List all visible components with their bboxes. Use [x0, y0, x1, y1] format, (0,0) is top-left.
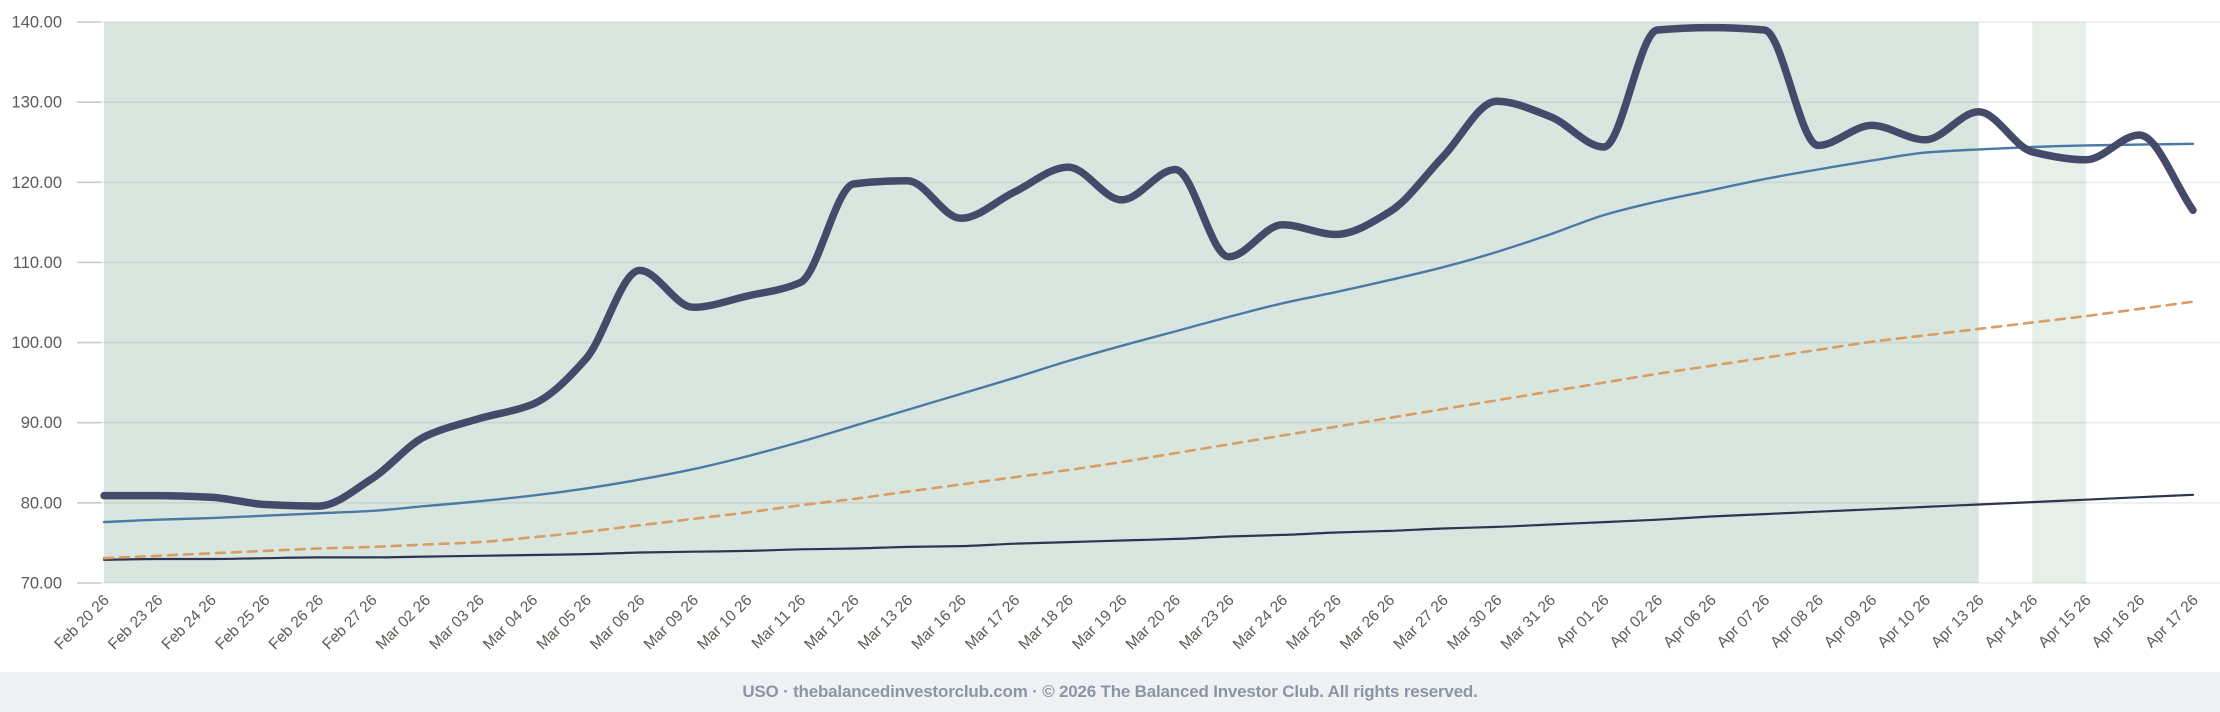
series-trend-line [102, 142, 2195, 524]
x-axis-label: Apr 16 26 [2089, 592, 2149, 652]
x-axis-label: Mar 13 26 [855, 592, 916, 653]
footer-text: USO · thebalancedinvestorclub.com · © 20… [742, 682, 1478, 701]
highlight-band [104, 22, 1979, 583]
x-axis-label: Apr 13 26 [1928, 592, 1988, 652]
x-axis-label: Mar 10 26 [694, 592, 755, 653]
x-axis-label: Mar 24 26 [1230, 592, 1291, 653]
x-axis-label: Feb 26 26 [266, 592, 327, 653]
x-axis-label: Mar 09 26 [641, 592, 702, 653]
x-axis-label: Mar 04 26 [480, 592, 541, 653]
x-axis-label: Mar 20 26 [1123, 592, 1184, 653]
x-axis-label: Apr 06 26 [1660, 592, 1720, 652]
x-axis-label: Feb 27 26 [319, 592, 380, 653]
series-dashed-projection [102, 300, 2195, 560]
x-axis-label: Mar 25 26 [1283, 592, 1344, 653]
y-axis-label: 90.00 [21, 414, 62, 432]
x-axis-label: Mar 05 26 [534, 592, 595, 653]
series-price-main [100, 23, 2197, 510]
x-axis-label: Mar 16 26 [908, 592, 969, 653]
y-axis-label: 100.00 [12, 334, 62, 352]
x-axis-label: Apr 08 26 [1767, 592, 1827, 652]
y-axis-label: 80.00 [21, 494, 62, 512]
x-axis-label: Mar 12 26 [801, 592, 862, 653]
x-axis-label: Apr 01 26 [1553, 592, 1613, 652]
x-axis-label: Mar 31 26 [1498, 592, 1559, 653]
y-axis-label: 130.00 [12, 94, 62, 112]
y-axis-label: 120.00 [12, 174, 62, 192]
x-axis-label: Mar 06 26 [587, 592, 648, 653]
x-axis-label: Apr 10 26 [1874, 592, 1934, 652]
x-axis-label: Apr 07 26 [1714, 592, 1774, 652]
x-axis-label: Feb 24 26 [159, 592, 220, 653]
x-axis-label: Mar 23 26 [1176, 592, 1237, 653]
y-axis-label: 70.00 [21, 575, 62, 593]
x-axis-label: Mar 26 26 [1337, 592, 1398, 653]
x-axis-label: Apr 09 26 [1821, 592, 1881, 652]
x-axis-label: Apr 15 26 [2035, 592, 2095, 652]
highlight-band [2032, 22, 2086, 583]
x-axis-label: Apr 17 26 [2142, 592, 2202, 652]
x-axis-label: Mar 02 26 [373, 592, 434, 653]
x-axis-label: Feb 25 26 [212, 592, 273, 653]
y-axis-label: 110.00 [13, 254, 62, 272]
x-axis-label: Feb 20 26 [51, 592, 112, 653]
series-lower-baseline [102, 493, 2195, 561]
footer-bar: USO · thebalancedinvestorclub.com · © 20… [0, 672, 2220, 712]
x-axis-label: Mar 11 26 [749, 592, 810, 653]
x-axis-label: Mar 03 26 [426, 592, 487, 653]
x-axis-label: Mar 27 26 [1391, 592, 1452, 653]
x-axis-label: Feb 23 26 [105, 592, 166, 653]
x-axis-label: Mar 19 26 [1069, 592, 1130, 653]
x-axis-label: Mar 18 26 [1016, 592, 1077, 653]
y-axis-label: 140.00 [12, 14, 62, 32]
x-axis-label: Mar 17 26 [962, 592, 1023, 653]
x-axis-label: Apr 02 26 [1607, 592, 1667, 652]
x-axis-label: Mar 30 26 [1444, 592, 1505, 653]
x-axis-label: Apr 14 26 [1982, 592, 2042, 652]
